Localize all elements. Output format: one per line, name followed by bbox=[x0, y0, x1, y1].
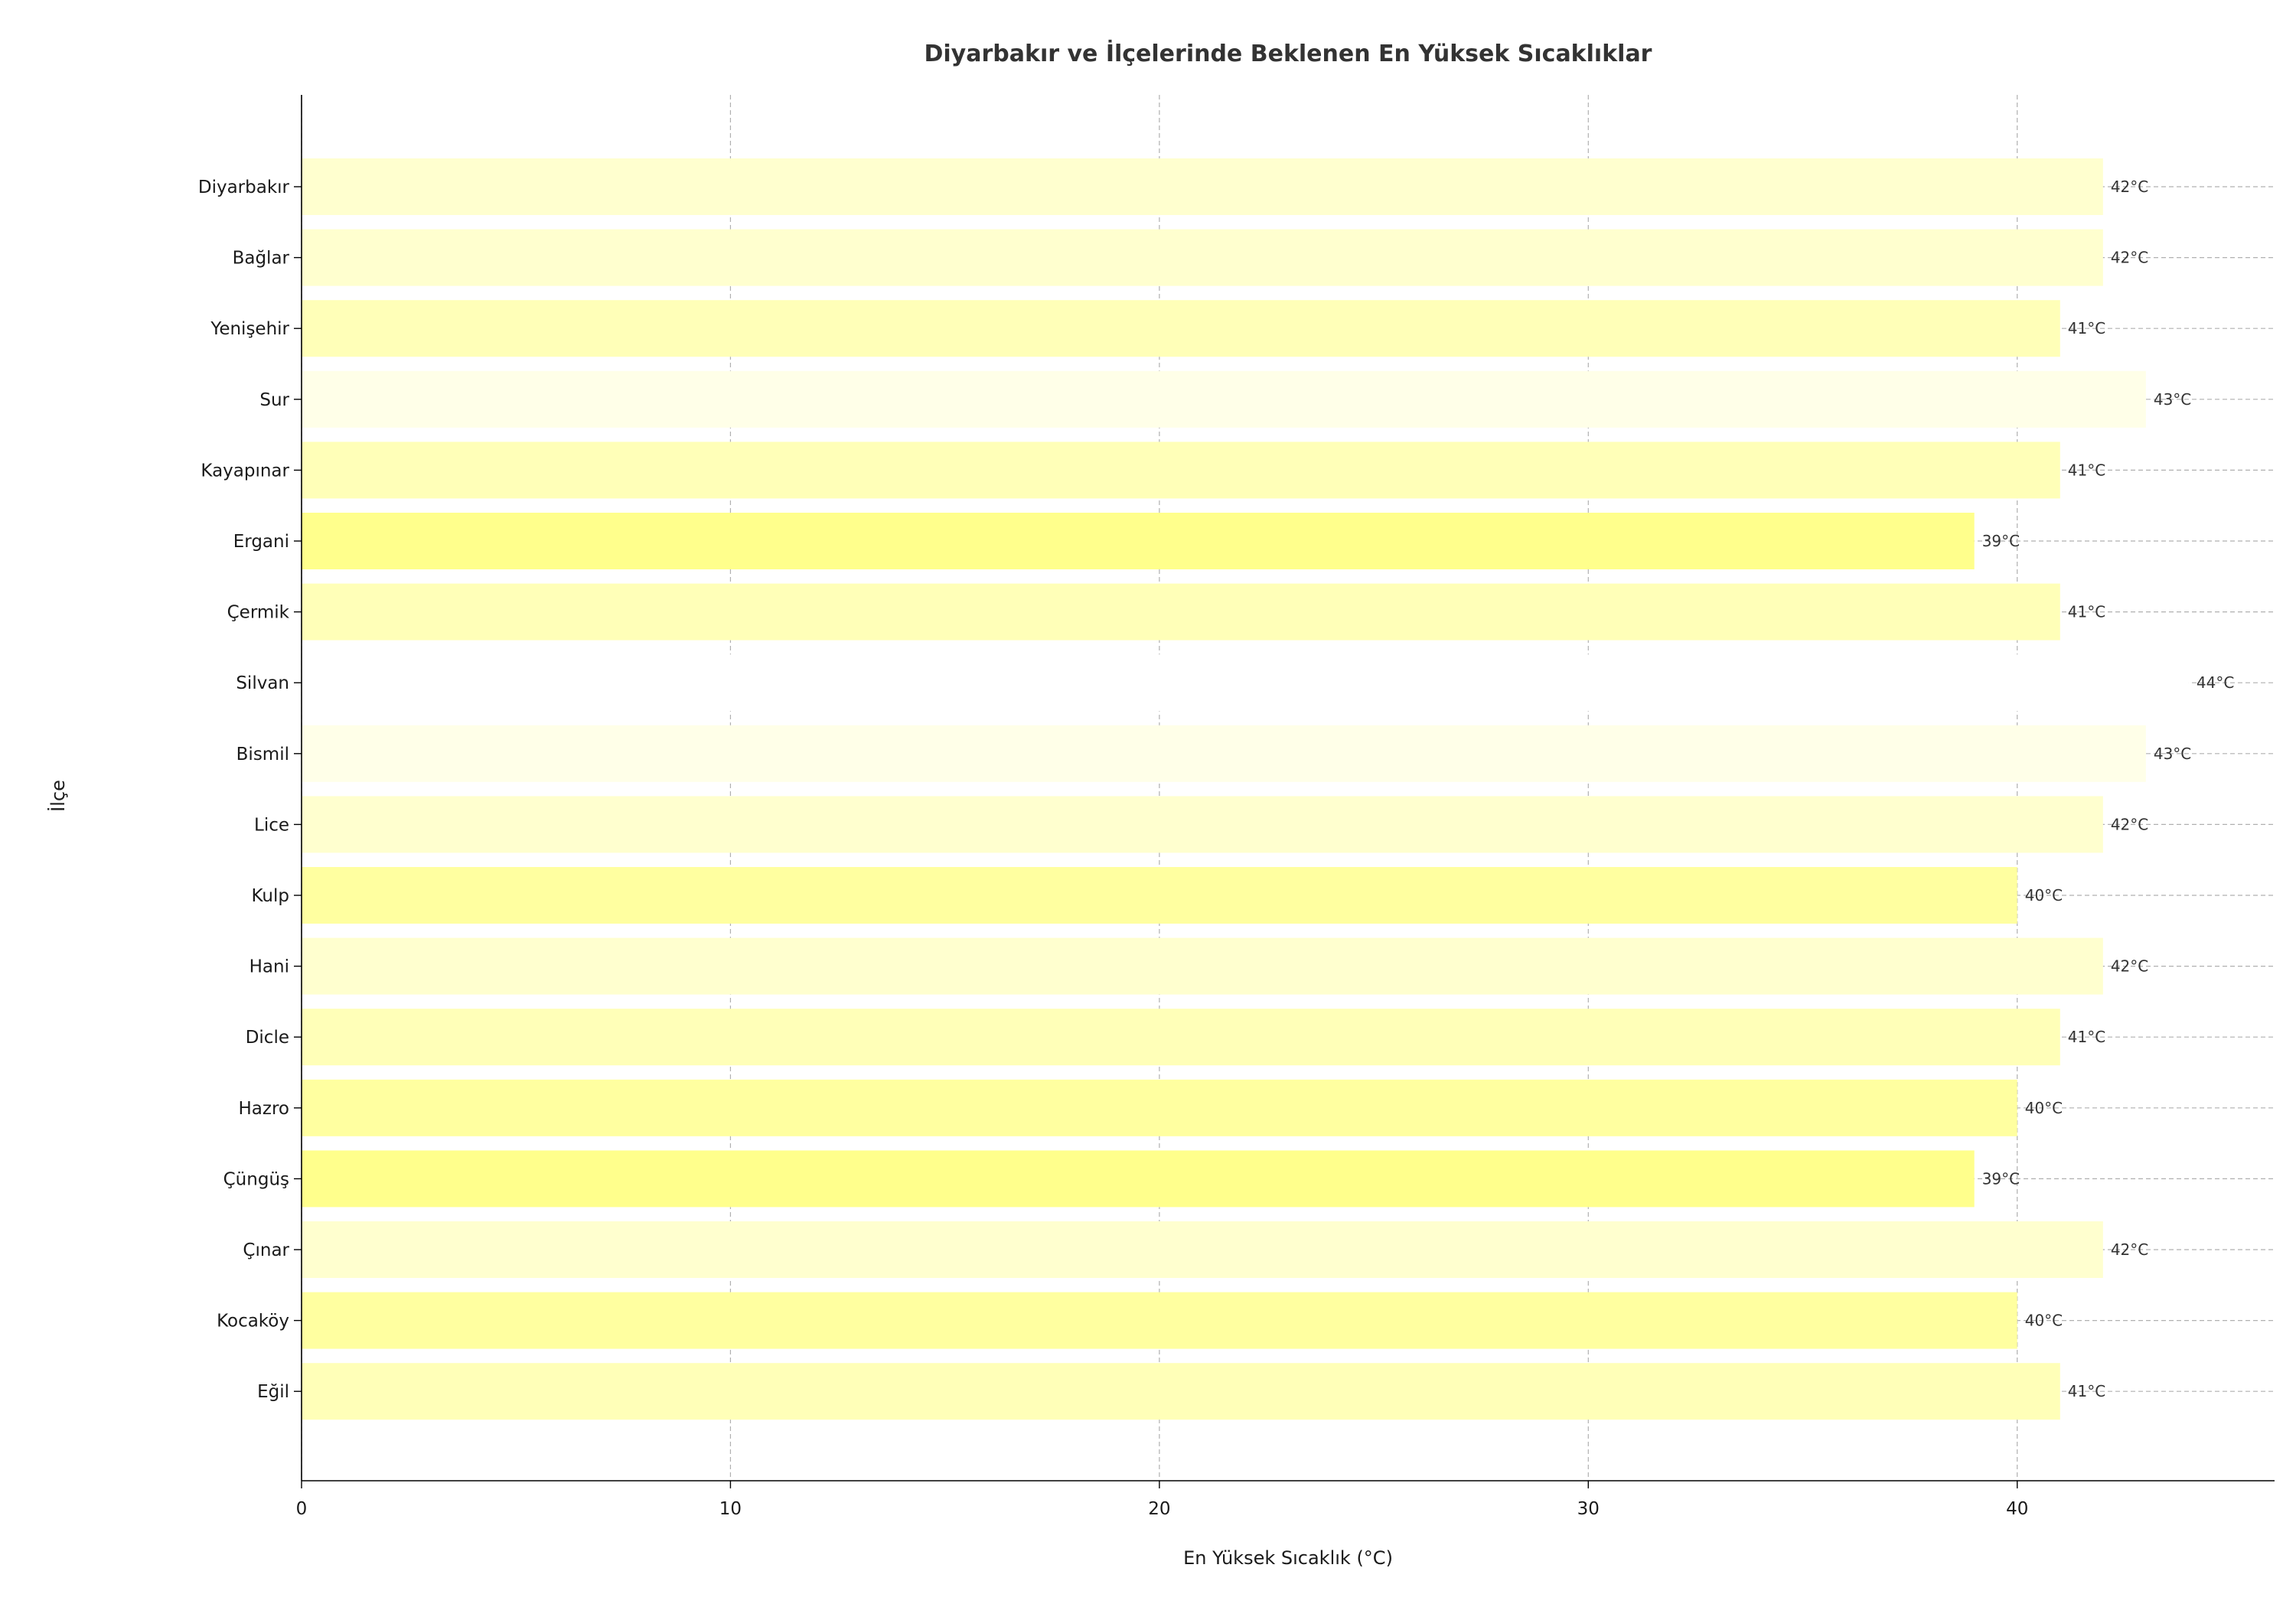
y-tick-label: Çermik bbox=[227, 603, 290, 623]
bar bbox=[302, 1363, 2060, 1420]
y-tick-label: Sur bbox=[259, 390, 289, 410]
y-tick-label: Hani bbox=[249, 957, 289, 977]
value-labels: 42°C 42°C 41°C 43°C 41°C 39°C 41°C 44°C 43°C 42°C… bbox=[1982, 178, 2235, 1400]
bar-value-label: 41°C bbox=[2068, 319, 2105, 337]
bar bbox=[302, 513, 1975, 569]
x-axis-label: En Yüksek Sıcaklık (°C) bbox=[1183, 1547, 1393, 1569]
y-tick-label: Çüngüş bbox=[223, 1169, 289, 1189]
x-tick-label: 20 bbox=[1148, 1499, 1170, 1519]
bar-value-label: 42°C bbox=[2111, 1240, 2148, 1259]
y-tick-label: Kocaköy bbox=[217, 1312, 289, 1332]
x-tick-label: 0 bbox=[296, 1499, 308, 1519]
y-tick-label: Ergani bbox=[233, 532, 289, 552]
bar bbox=[302, 867, 2017, 924]
bar bbox=[302, 796, 2103, 853]
bar bbox=[302, 300, 2060, 357]
y-tick-label: Kayapınar bbox=[201, 461, 289, 481]
bar bbox=[302, 654, 2189, 712]
axes: Diyarbakır Bağlar Yenişehir Sur Kayapınar Erg… bbox=[198, 95, 2275, 1519]
bar-value-label: 41°C bbox=[2068, 1382, 2105, 1400]
bar bbox=[302, 158, 2103, 215]
bar bbox=[302, 1079, 2017, 1136]
y-tick-label: Bismil bbox=[236, 745, 289, 764]
x-tick-label: 40 bbox=[2006, 1499, 2028, 1519]
x-tick-label: 10 bbox=[719, 1499, 742, 1519]
y-tick-label: Bağlar bbox=[233, 249, 290, 269]
bar-value-label: 42°C bbox=[2111, 178, 2148, 196]
bar-value-label: 42°C bbox=[2111, 957, 2148, 976]
y-tick-label: Eğil bbox=[257, 1382, 289, 1402]
bar bbox=[302, 229, 2103, 286]
chart-title: Diyarbakır ve İlçelerinde Beklenen En Yü… bbox=[925, 40, 1652, 67]
bar-value-label: 41°C bbox=[2068, 603, 2105, 621]
bar-value-label: 39°C bbox=[1982, 1169, 2020, 1188]
bar bbox=[302, 1150, 1975, 1208]
bar-value-label: 42°C bbox=[2111, 815, 2148, 833]
bar bbox=[302, 725, 2146, 782]
y-tick-label: Diyarbakır bbox=[198, 178, 290, 197]
bar-value-label: 41°C bbox=[2068, 461, 2105, 479]
y-tick-label: Dicle bbox=[246, 1028, 289, 1048]
bar-value-label: 40°C bbox=[2025, 1099, 2063, 1117]
y-tick-label: Hazro bbox=[239, 1099, 289, 1119]
bar bbox=[302, 442, 2060, 499]
bar-value-label: 39°C bbox=[1982, 532, 2020, 550]
bar-value-label: 44°C bbox=[2197, 673, 2234, 692]
bar-value-label: 40°C bbox=[2025, 1312, 2063, 1330]
bar bbox=[302, 1292, 2017, 1349]
y-axis-label: İlçe bbox=[47, 780, 69, 812]
bar-value-label: 40°C bbox=[2025, 886, 2063, 905]
y-tick-label: Silvan bbox=[236, 673, 289, 693]
y-tick-label: Kulp bbox=[251, 886, 289, 906]
bar-value-label: 42°C bbox=[2111, 249, 2148, 267]
y-tick-label: Çınar bbox=[243, 1240, 289, 1260]
bars bbox=[302, 158, 2189, 1420]
bar bbox=[302, 1009, 2060, 1066]
y-tick-label: Yenişehir bbox=[210, 319, 289, 339]
x-tick-label: 30 bbox=[1577, 1499, 1600, 1519]
bar-value-label: 43°C bbox=[2154, 745, 2191, 763]
bar bbox=[302, 937, 2103, 995]
bar bbox=[302, 370, 2146, 428]
y-tick-label: Lice bbox=[254, 815, 289, 835]
bar-value-label: 41°C bbox=[2068, 1028, 2105, 1046]
bar bbox=[302, 583, 2060, 641]
bar bbox=[302, 1221, 2103, 1278]
bar-value-label: 43°C bbox=[2154, 390, 2191, 409]
